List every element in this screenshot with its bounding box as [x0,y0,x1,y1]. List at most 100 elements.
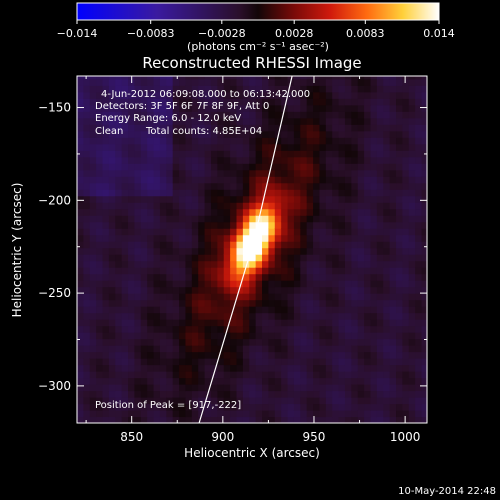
heatmap-cell [242,163,250,171]
heatmap-cell [236,156,244,164]
heatmap-cell [281,332,289,340]
heatmap-cell [306,241,314,249]
heatmap-cell [306,358,314,366]
heatmap-cell [179,364,187,372]
heatmap-cell [376,169,384,177]
heatmap-cell [421,332,427,340]
heatmap-cell [121,273,129,281]
heatmap-cell [287,325,295,333]
heatmap-cell [262,117,270,125]
heatmap-cell [370,150,378,158]
heatmap-cell [198,215,206,223]
heatmap-cell [415,371,423,379]
heatmap-cell [140,254,148,262]
heatmap-cell [198,377,206,385]
heatmap-cell [408,202,416,210]
heatmap-cell [166,156,174,164]
heatmap-cell [102,124,110,132]
heatmap-cell [96,338,104,346]
heatmap-cell [179,208,187,216]
heatmap-cell [159,104,167,112]
heatmap-cell [300,358,308,366]
heatmap-cell [313,189,321,197]
heatmap-cell [185,98,193,106]
heatmap-cell [115,306,123,314]
heatmap-cell [370,124,378,132]
heatmap-cell [185,176,193,184]
heatmap-cell [172,325,180,333]
heatmap-cell [89,312,97,320]
heatmap-cell [376,280,384,288]
heatmap-cell [408,117,416,125]
heatmap-cell [249,195,257,203]
heatmap-cell [217,111,225,119]
heatmap-cell [108,247,116,255]
heatmap-cell [223,293,231,301]
heatmap-cell [128,189,136,197]
heatmap-cell [415,150,423,158]
colorbar-tick-label: −0.0028 [198,27,246,40]
heatmap-cell [268,299,276,307]
heatmap-cell [306,397,314,405]
heatmap-cell [230,98,238,106]
heatmap-cell [338,163,346,171]
heatmap-cell [402,403,410,411]
heatmap-cell [89,293,97,301]
heatmap-cell [128,293,136,301]
heatmap-cell [204,182,212,190]
heatmap-cell [83,215,91,223]
heatmap-cell [242,130,250,138]
heatmap-cell [306,85,314,93]
heatmap-cell [364,150,372,158]
heatmap-cell [383,91,391,99]
heatmap-cell [89,124,97,132]
heatmap-cell [255,403,263,411]
heatmap-cell [408,176,416,184]
heatmap-cell [172,241,180,249]
heatmap-cell [402,228,410,236]
heatmap-cell [223,358,231,366]
heatmap-cell [262,364,270,372]
heatmap-cell [300,189,308,197]
heatmap-cell [115,156,123,164]
heatmap-cell [96,416,104,423]
heatmap-cell [338,410,346,418]
heatmap-cell [408,169,416,177]
heatmap-cell [338,345,346,353]
heatmap-cell [408,358,416,366]
heatmap-cell [268,163,276,171]
heatmap-cell [281,98,289,106]
heatmap-cell [166,364,174,372]
heatmap-cell [364,384,372,392]
heatmap-cell [230,241,238,249]
heatmap-cell [210,137,218,145]
heatmap-cell [140,345,148,353]
heatmap-cell [198,371,206,379]
heatmap-cell [77,312,84,320]
heatmap-cell [77,176,84,184]
heatmap-cell [166,306,174,314]
heatmap-cell [262,163,270,171]
heatmap-cell [300,156,308,164]
heatmap-cell [396,137,403,145]
heatmap-cell [230,85,238,93]
heatmap-cell [121,78,129,86]
heatmap-cell [262,234,270,242]
colorbar-tick-label: 0.0028 [275,27,314,40]
heatmap-cell [166,208,174,216]
heatmap-cell [128,195,136,203]
heatmap-cell [344,345,352,353]
heatmap-cell [121,286,129,294]
heatmap-cell [179,202,187,210]
heatmap-cell [153,111,161,119]
heatmap-cell [217,195,225,203]
heatmap-cell [325,410,333,418]
heatmap-cell [77,403,84,411]
heatmap-cell [134,319,142,327]
heatmap-cell [338,234,346,242]
heatmap-cell [147,371,155,379]
heatmap-cell [389,319,397,327]
heatmap-cell [376,351,384,359]
heatmap-cell [383,416,391,423]
heatmap-cell [287,176,295,184]
